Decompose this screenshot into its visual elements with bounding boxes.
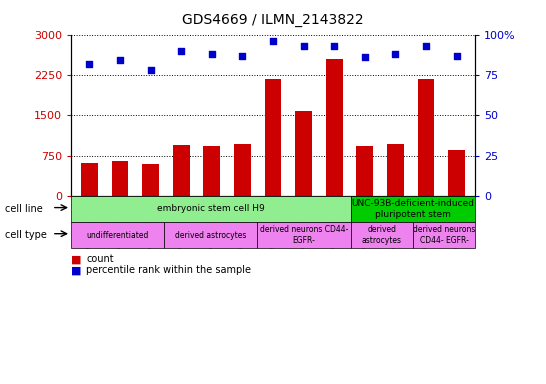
Point bbox=[330, 43, 339, 49]
Point bbox=[146, 67, 155, 73]
Text: derived neurons CD44-
EGFR-: derived neurons CD44- EGFR- bbox=[260, 225, 348, 245]
Bar bbox=[111, 161, 128, 196]
Point bbox=[422, 43, 430, 49]
Text: embryonic stem cell H9: embryonic stem cell H9 bbox=[157, 204, 265, 214]
Text: undifferentiated: undifferentiated bbox=[86, 230, 149, 240]
Point bbox=[85, 61, 94, 67]
Point bbox=[360, 54, 369, 60]
Bar bbox=[448, 150, 465, 196]
Text: UNC-93B-deficient-induced
pluripotent stem: UNC-93B-deficient-induced pluripotent st… bbox=[352, 199, 474, 218]
Bar bbox=[295, 111, 312, 196]
Bar bbox=[418, 79, 435, 196]
Bar bbox=[357, 146, 373, 196]
Bar bbox=[203, 146, 220, 196]
Point bbox=[391, 51, 400, 57]
Text: percentile rank within the sample: percentile rank within the sample bbox=[86, 265, 251, 275]
Text: cell line: cell line bbox=[5, 204, 43, 214]
Text: ■: ■ bbox=[71, 255, 81, 265]
Point bbox=[452, 53, 461, 59]
Text: ■: ■ bbox=[71, 266, 81, 276]
Bar bbox=[81, 162, 98, 196]
Text: count: count bbox=[86, 254, 114, 264]
Point bbox=[116, 57, 124, 63]
Point bbox=[207, 51, 216, 57]
Bar bbox=[387, 144, 404, 196]
Bar bbox=[142, 164, 159, 196]
Text: GDS4669 / ILMN_2143822: GDS4669 / ILMN_2143822 bbox=[182, 13, 364, 27]
Text: derived
astrocytes: derived astrocytes bbox=[362, 225, 402, 245]
Bar bbox=[265, 79, 281, 196]
Text: derived neurons
CD44- EGFR-: derived neurons CD44- EGFR- bbox=[413, 225, 475, 245]
Point bbox=[269, 38, 277, 44]
Text: derived astrocytes: derived astrocytes bbox=[175, 230, 247, 240]
Point bbox=[177, 48, 186, 54]
Bar bbox=[234, 144, 251, 196]
Point bbox=[299, 43, 308, 49]
Point bbox=[238, 53, 247, 59]
Bar bbox=[326, 59, 343, 196]
Bar bbox=[173, 145, 189, 196]
Text: cell type: cell type bbox=[5, 230, 48, 240]
